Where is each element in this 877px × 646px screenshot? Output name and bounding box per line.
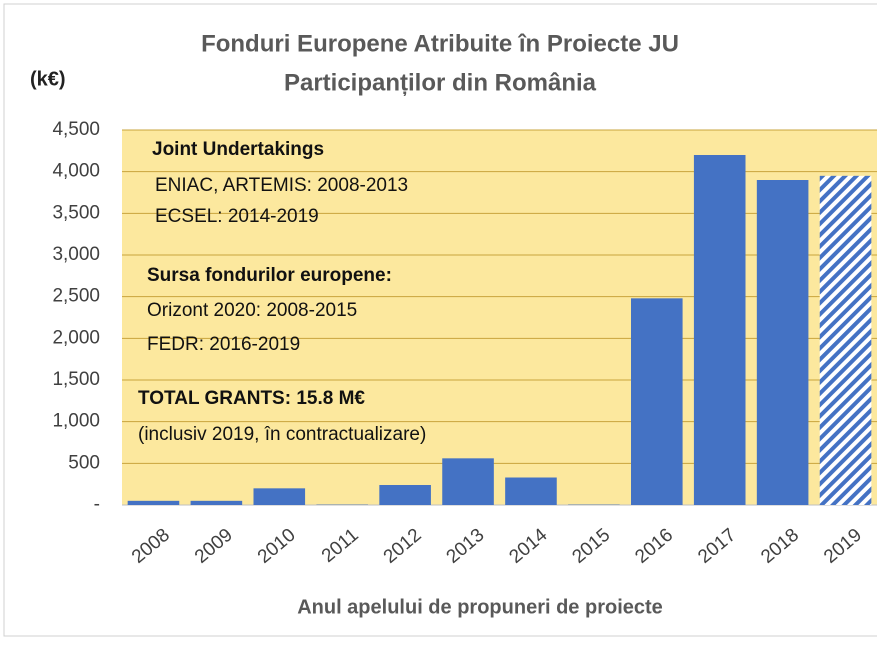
annotation: Sursa fondurilor europene: — [147, 265, 392, 286]
annotation: FEDR: 2016-2019 — [147, 334, 300, 355]
annotation: Orizont 2020: 2008-2015 — [147, 300, 357, 321]
y-tick-label: 3,500 — [52, 202, 100, 223]
y-tick-label: 1,000 — [52, 411, 100, 432]
y-tick-label: 1,500 — [52, 369, 100, 390]
chart-title: Fonduri Europene Atribuite în Proiecte J… — [201, 30, 679, 57]
y-axis-label: (k€) — [30, 68, 66, 90]
annotation: Joint Undertakings — [152, 139, 324, 160]
annotation: (inclusiv 2019, în contractualizare) — [138, 424, 426, 445]
plot-area — [122, 130, 877, 505]
y-tick-label: 3,000 — [52, 244, 100, 265]
bar — [190, 500, 243, 505]
chart-title: Participanților din România — [284, 69, 597, 96]
annotation: TOTAL GRANTS: 15.8 M€ — [138, 388, 365, 409]
bar — [693, 155, 746, 505]
bar — [127, 500, 180, 505]
y-tick-label: 2,000 — [52, 327, 100, 348]
bar — [253, 488, 306, 505]
bar — [379, 485, 431, 505]
annotation: ENIAC, ARTEMIS: 2008-2013 — [155, 175, 408, 196]
bar — [505, 477, 557, 505]
bar — [630, 298, 683, 505]
y-tick-label: 2,500 — [52, 286, 100, 307]
y-tick-label: 4,000 — [52, 161, 100, 182]
bar — [442, 458, 494, 505]
y-tick-label: 4,500 — [52, 119, 100, 140]
bar — [819, 175, 872, 506]
y-tick-label: 500 — [68, 452, 100, 473]
annotations: Joint Undertakings ENIAC, ARTEMIS: 2008-… — [138, 139, 426, 445]
annotation: ECSEL: 2014-2019 — [155, 206, 319, 227]
x-axis-label: Anul apelului de propuneri de proiecte — [297, 596, 663, 618]
bar — [756, 180, 809, 505]
y-tick-label: - — [94, 494, 100, 515]
